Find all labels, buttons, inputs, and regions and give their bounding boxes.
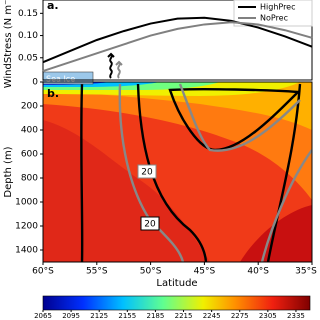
- y-tick-label: 0.10: [18, 31, 38, 41]
- y-tick-label: 0.15: [18, 9, 38, 19]
- axes-a: [42, 0, 313, 81]
- line: [42, 16, 313, 64]
- x-tick-label: 50°S: [140, 267, 162, 277]
- y-axis-label: Depth (m): [3, 146, 14, 197]
- colorbar-tick-label: 2095: [62, 312, 80, 320]
- colorbar-tick-label: 2155: [118, 312, 136, 320]
- y-tick-label: 800: [21, 174, 38, 184]
- y-tick-label: 1400: [15, 246, 38, 256]
- y-tick-label: 600: [21, 150, 38, 160]
- x-tick-label: 35°S: [295, 267, 317, 277]
- x-tick-label: 40°S: [247, 267, 269, 277]
- y-tick-label: 1000: [15, 198, 38, 208]
- y-tick-label: 0.05: [18, 53, 38, 63]
- legend-label: HighPrec: [260, 3, 296, 12]
- annotation: 20: [141, 168, 153, 178]
- colorbar-tick-label: 2275: [231, 312, 249, 320]
- colorbar-tick-label: 2125: [90, 312, 108, 320]
- y-tick-label: 0: [32, 78, 38, 88]
- label-box: [140, 216, 160, 231]
- x-tick-label: 55°S: [86, 267, 108, 277]
- panel-label: b.: [47, 87, 59, 100]
- colorbar-tick-label: 2245: [203, 312, 221, 320]
- y-tick-label: 400: [21, 126, 38, 136]
- legend-label: NoPrec: [260, 14, 288, 23]
- label-box: [137, 164, 157, 179]
- x-tick-label: 45°S: [194, 267, 216, 277]
- colorbar-tick-label: 2185: [147, 312, 165, 320]
- legend: [233, 0, 313, 27]
- colorbar-tick-label: 2065: [34, 312, 52, 320]
- annotation: Sea Ice: [46, 75, 75, 84]
- axes-b: [42, 81, 313, 263]
- y-axis-label: WindStress (N m⁻²): [3, 0, 14, 88]
- y-tick-label: 1200: [15, 222, 38, 232]
- colorbar: [42, 295, 311, 311]
- field: [43, 82, 312, 262]
- x-axis-label: Latitude: [156, 278, 197, 289]
- x-tick-label: 60°S: [32, 267, 54, 277]
- colorbar-tick-label: 2305: [259, 312, 277, 320]
- annotation: 20: [144, 220, 156, 230]
- colorbar-tick-label: 2215: [175, 312, 193, 320]
- panel-label: a.: [47, 0, 59, 12]
- y-tick-label: 200: [21, 102, 38, 112]
- colorbar-tick-label: 2335: [287, 312, 305, 320]
- line: [42, 21, 313, 73]
